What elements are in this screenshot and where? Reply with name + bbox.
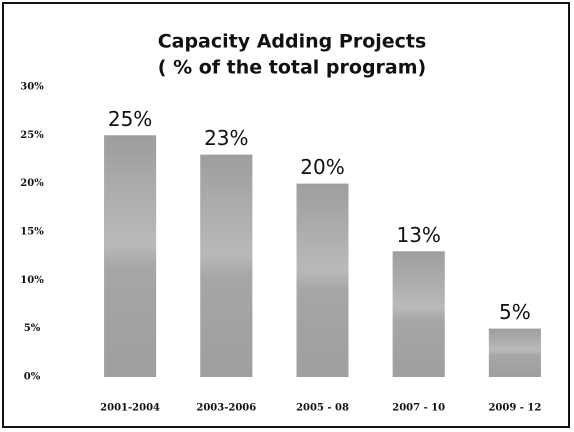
x-tick-label: 2001-2004: [100, 403, 160, 414]
y-tick-label: 30%: [20, 82, 44, 93]
x-tick-label: 2009 - 12: [488, 403, 541, 414]
x-tick-label: 2005 - 08: [296, 403, 349, 414]
chart-title: Capacity Adding Projects: [158, 31, 427, 53]
data-label: 5%: [499, 300, 531, 324]
data-label: 20%: [300, 155, 344, 179]
bar-shade: [200, 154, 253, 377]
y-tick-label: 25%: [20, 130, 44, 141]
bar-shade: [296, 183, 349, 377]
y-tick-label: 0%: [24, 372, 41, 383]
y-tick-label: 5%: [24, 323, 41, 334]
bar-shade: [392, 251, 445, 377]
data-label: 13%: [396, 223, 440, 247]
x-tick-label: 2003-2006: [196, 403, 256, 414]
bar-shade: [104, 135, 157, 377]
y-tick-label: 20%: [20, 178, 44, 189]
bar-shade: [488, 328, 541, 377]
x-tick-label: 2007 - 10: [392, 403, 445, 414]
y-tick-label: 10%: [20, 275, 44, 286]
chart-subtitle: ( % of the total program): [158, 57, 426, 79]
data-label: 25%: [108, 107, 152, 131]
data-label: 23%: [204, 126, 248, 150]
y-tick-label: 15%: [20, 227, 44, 238]
frame: [2, 2, 570, 428]
